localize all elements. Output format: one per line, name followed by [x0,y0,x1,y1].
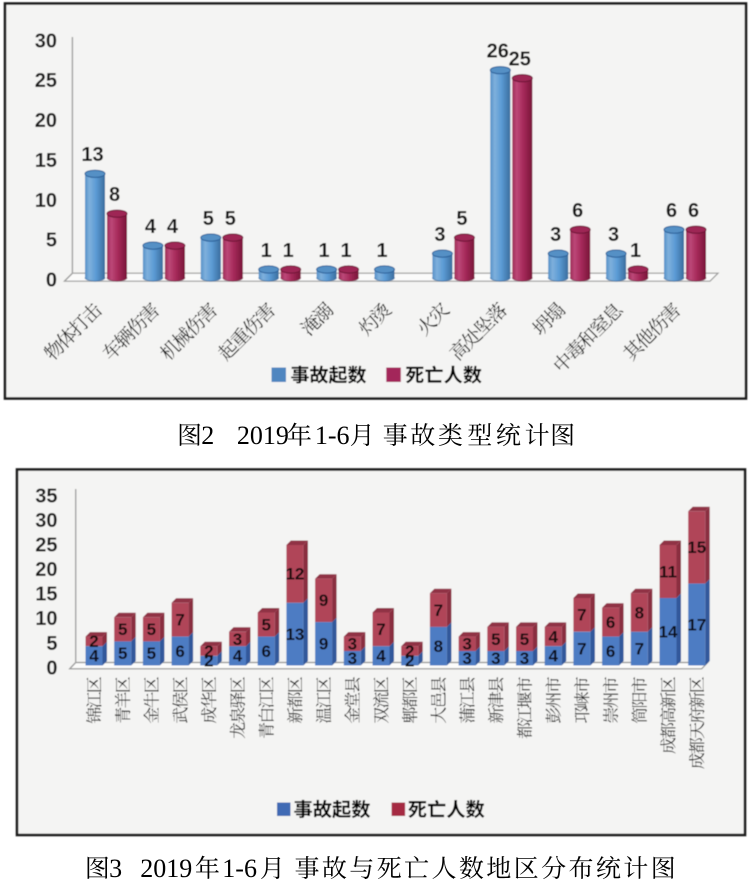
svg-text:3: 3 [550,224,561,246]
svg-text:9: 9 [319,635,328,654]
svg-text:25: 25 [35,70,57,92]
svg-text:30: 30 [35,510,57,532]
svg-text:15: 15 [687,538,706,557]
svg-text:12: 12 [285,565,304,584]
svg-text:4: 4 [89,647,99,666]
svg-text:2: 2 [405,652,414,671]
svg-text:13: 13 [285,625,304,644]
svg-text:1-6: 1-6 [315,421,350,450]
svg-text:2019: 2019 [237,421,289,450]
svg-text:2019: 2019 [140,854,192,883]
svg-text:7: 7 [434,601,443,620]
svg-text:3: 3 [462,649,471,668]
svg-text:3: 3 [608,224,619,246]
svg-text:9: 9 [319,591,328,610]
svg-text:25: 25 [509,49,531,71]
svg-text:1: 1 [283,240,294,262]
svg-text:6: 6 [666,200,677,222]
svg-text:26: 26 [487,41,509,63]
svg-text:5: 5 [147,644,156,663]
svg-text:3: 3 [348,649,357,668]
svg-text:15: 15 [35,150,57,172]
svg-text:17: 17 [687,615,706,634]
svg-text:7: 7 [635,639,644,658]
svg-text:8: 8 [109,184,120,206]
svg-text:5: 5 [225,208,236,230]
svg-text:20: 20 [35,110,57,132]
svg-text:4: 4 [548,647,558,666]
svg-text:5: 5 [456,208,467,230]
svg-text:1: 1 [319,240,330,262]
svg-text:30: 30 [35,30,57,52]
svg-text:1-6: 1-6 [222,854,257,883]
svg-text:1: 1 [341,240,352,262]
svg-text:7: 7 [577,606,586,625]
svg-text:5: 5 [118,644,127,663]
svg-text:0: 0 [46,657,57,679]
svg-text:5: 5 [261,615,270,634]
svg-text:3: 3 [233,630,242,649]
svg-text:13: 13 [81,144,103,166]
svg-text:6: 6 [261,642,270,661]
svg-text:3: 3 [520,649,529,668]
svg-text:3: 3 [109,854,122,883]
svg-text:35: 35 [35,486,57,508]
svg-text:4: 4 [376,647,386,666]
svg-text:0: 0 [46,270,57,292]
svg-text:4: 4 [145,216,157,238]
svg-text:3: 3 [462,635,471,654]
svg-text:6: 6 [606,613,615,632]
svg-text:10: 10 [35,608,57,630]
svg-text:4: 4 [548,627,558,646]
svg-text:6: 6 [688,200,699,222]
svg-text:7: 7 [175,611,184,630]
svg-text:10: 10 [35,190,57,212]
svg-text:6: 6 [606,642,615,661]
svg-text:2: 2 [204,642,213,661]
svg-text:5: 5 [203,208,214,230]
svg-text:8: 8 [434,637,443,656]
svg-text:4: 4 [233,647,243,666]
svg-text:15: 15 [35,584,57,606]
svg-text:7: 7 [577,639,586,658]
svg-text:14: 14 [659,623,678,642]
svg-text:2: 2 [201,421,214,450]
svg-text:8: 8 [635,603,644,622]
svg-text:6: 6 [572,200,583,222]
svg-text:5: 5 [118,620,127,639]
svg-text:5: 5 [520,630,529,649]
svg-text:5: 5 [491,630,500,649]
svg-text:25: 25 [35,535,57,557]
svg-text:3: 3 [434,224,445,246]
svg-text:7: 7 [376,620,385,639]
svg-text:5: 5 [147,620,156,639]
svg-text:1: 1 [630,240,641,262]
svg-text:5: 5 [46,633,57,655]
svg-text:4: 4 [167,216,179,238]
svg-text:3: 3 [348,635,357,654]
svg-text:20: 20 [35,559,57,581]
svg-text:1: 1 [376,240,387,262]
svg-text:11: 11 [659,562,677,581]
svg-text:5: 5 [46,230,57,252]
svg-text:2: 2 [89,632,98,651]
svg-text:2: 2 [405,642,414,661]
svg-text:3: 3 [491,649,500,668]
svg-text:2: 2 [204,652,213,671]
svg-text:6: 6 [175,642,184,661]
svg-text:1: 1 [261,240,272,262]
